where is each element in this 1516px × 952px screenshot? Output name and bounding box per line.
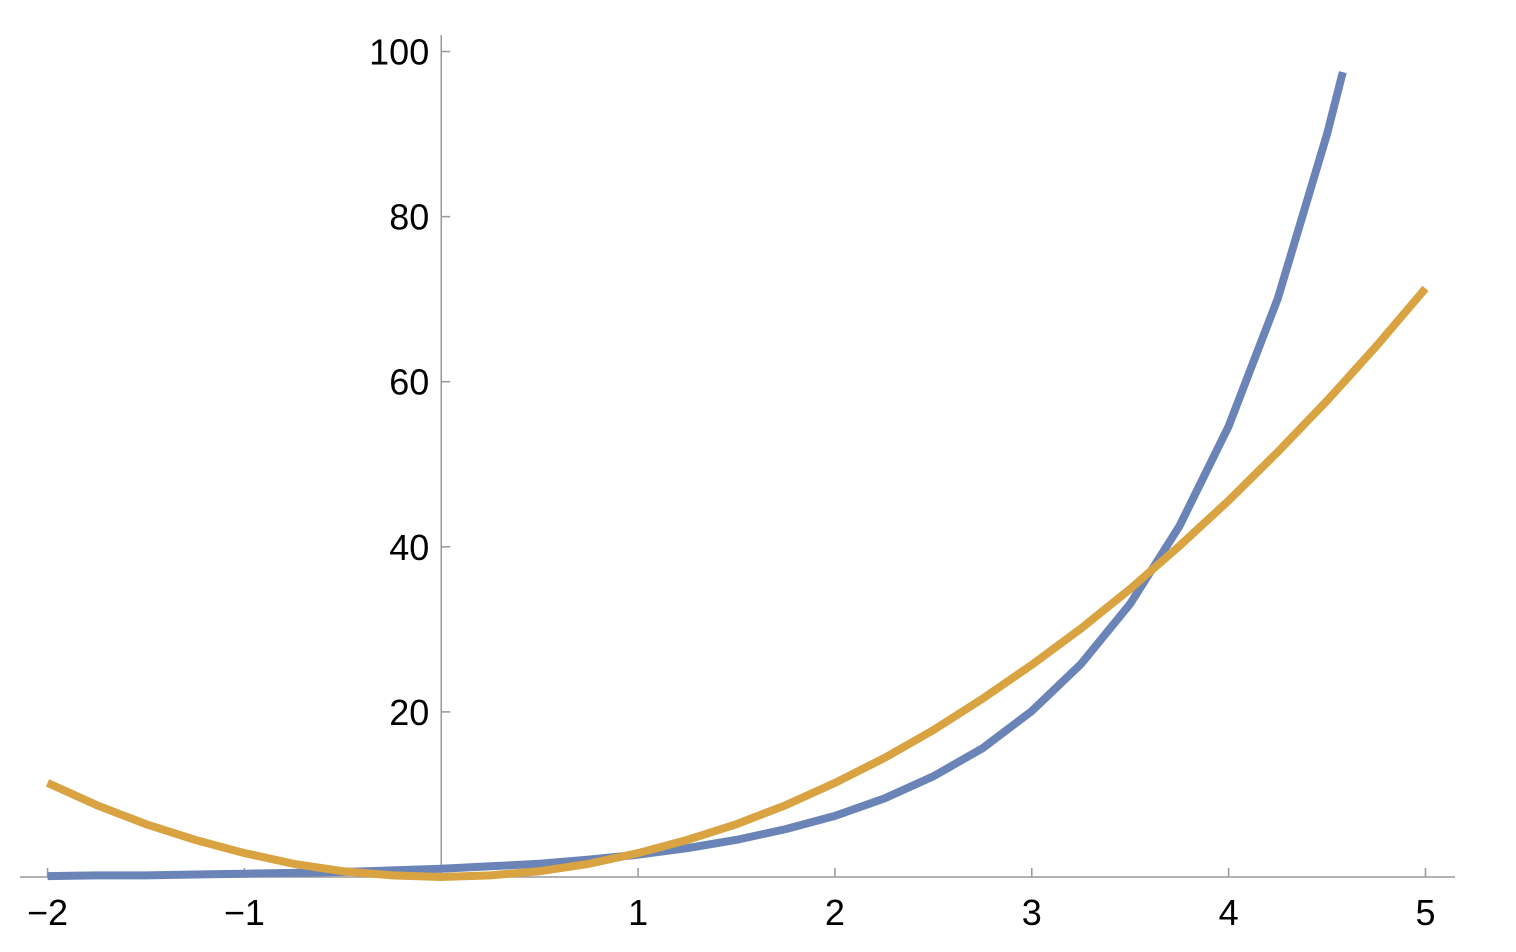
x-tick-label: 4	[1219, 892, 1239, 933]
y-tick-label: 80	[389, 197, 429, 238]
x-tick-label: 3	[1022, 892, 1042, 933]
line-series	[45, 285, 1429, 882]
line-series	[47, 71, 1347, 881]
x-tick-label: 1	[628, 892, 648, 933]
y-tick-label: 60	[389, 362, 429, 403]
x-tick-label: 5	[1415, 892, 1435, 933]
x-tick-label: −1	[224, 892, 265, 933]
x-tick-label: −2	[27, 892, 68, 933]
x-tick-label: 2	[825, 892, 845, 933]
y-tick-label: 20	[389, 692, 429, 733]
y-tick-label: 40	[389, 527, 429, 568]
y-tick-label: 100	[369, 32, 429, 73]
